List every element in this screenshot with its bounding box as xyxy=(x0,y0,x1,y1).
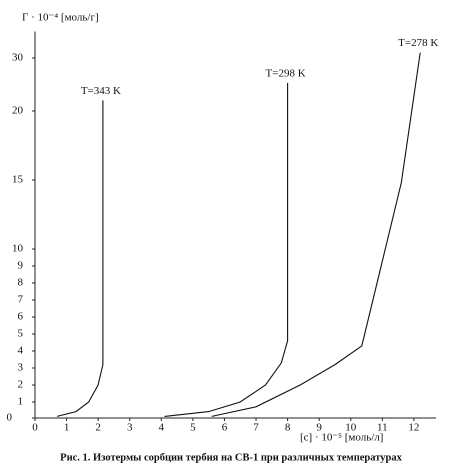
isotherm-curve xyxy=(164,82,289,417)
y-tick-label: 20 xyxy=(12,105,24,117)
curve-label: T=343 K xyxy=(81,85,121,97)
y-tick-label: 0 xyxy=(7,412,13,424)
caption: Рис. 1. Изотермы сорбции тербия на СВ-1 … xyxy=(60,452,402,463)
y-tick-label: 30 xyxy=(12,52,24,64)
isotherm-curve xyxy=(56,100,104,417)
x-tick-label: 11 xyxy=(377,422,388,434)
y-tick-label: 10 xyxy=(12,243,24,255)
x-tick-label: 1 xyxy=(64,422,70,434)
x-tick-label: 2 xyxy=(95,422,101,434)
y-tick-label: 6 xyxy=(18,311,24,323)
x-tick-label: 3 xyxy=(127,422,133,434)
x-tick-label: 0 xyxy=(32,422,38,434)
curve-label: T=298 K xyxy=(266,67,306,79)
y-axis-label: Г · 10⁻⁴ [моль/г] xyxy=(22,12,99,24)
x-tick-label: 6 xyxy=(222,422,228,434)
x-tick-label: 8 xyxy=(285,422,291,434)
y-tick-label: 15 xyxy=(12,174,24,186)
curve-label: T=278 K xyxy=(398,37,438,49)
x-tick-label: 4 xyxy=(159,422,165,434)
x-tick-label: 7 xyxy=(253,422,259,434)
y-tick-label: 4 xyxy=(18,345,24,357)
x-tick-label: 10 xyxy=(345,422,357,434)
y-tick-label: 5 xyxy=(18,328,24,340)
y-tick-label: 8 xyxy=(18,277,24,289)
y-tick-label: 7 xyxy=(18,294,24,306)
isotherm-curve xyxy=(211,52,421,417)
y-tick-label: 9 xyxy=(18,260,24,272)
x-tick-label: 9 xyxy=(316,422,322,434)
x-tick-label: 5 xyxy=(190,422,196,434)
x-tick-label: 12 xyxy=(408,422,419,434)
y-tick-label: 1 xyxy=(18,396,24,408)
y-tick-label: 2 xyxy=(18,379,24,391)
y-tick-label: 3 xyxy=(18,362,24,374)
x-axis-label: [c] · 10⁻⁵ [моль/л] xyxy=(300,432,383,444)
